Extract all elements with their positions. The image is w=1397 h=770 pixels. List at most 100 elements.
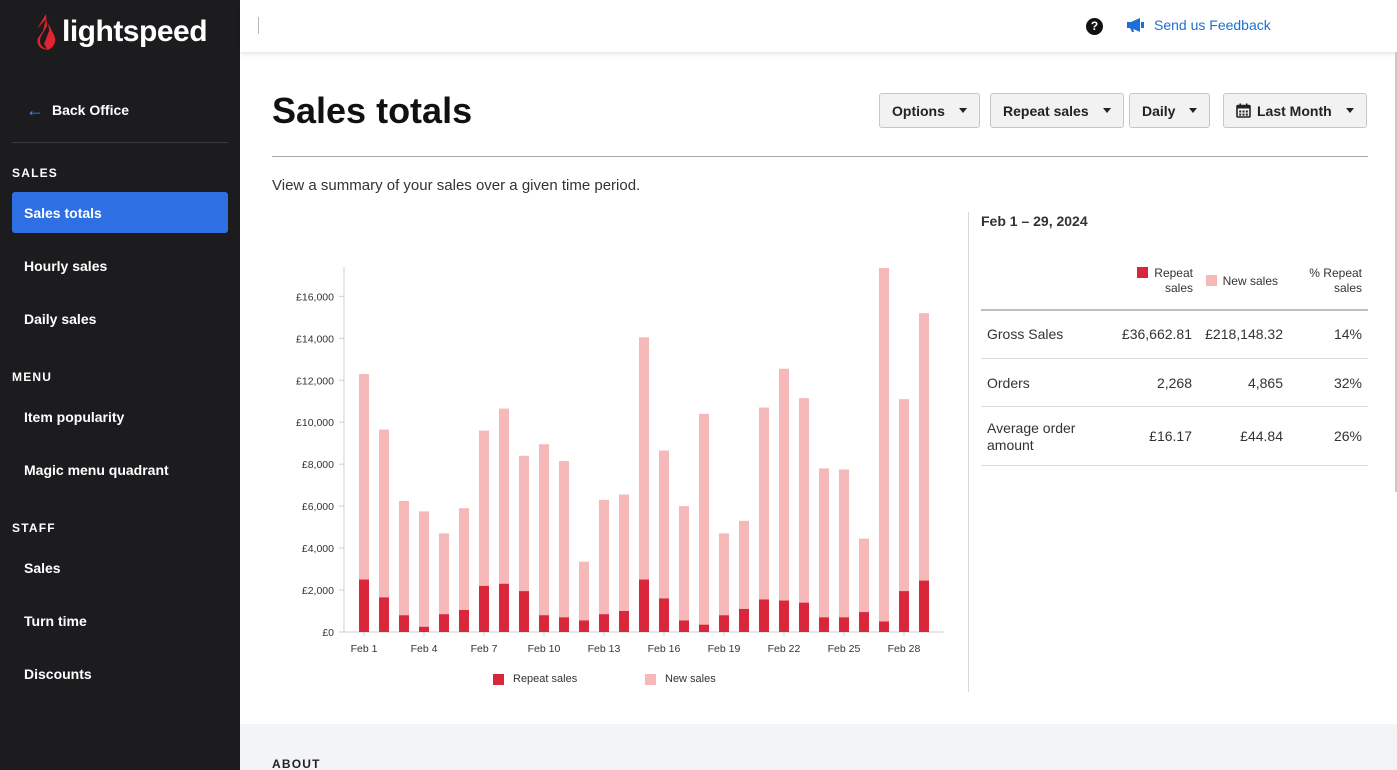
about-section xyxy=(240,724,1397,770)
repeat-sales-swatch xyxy=(1137,267,1149,278)
bar-repeat-sales xyxy=(919,580,929,632)
column-header-pct-repeat: % Repeat sales xyxy=(1292,266,1362,296)
bar-repeat-sales xyxy=(499,583,509,632)
caret-down-icon xyxy=(958,108,967,113)
bar-repeat-sales xyxy=(479,585,489,632)
bar-repeat-sales xyxy=(579,620,589,632)
bar-new-sales xyxy=(739,520,749,609)
legend-item-repeat-sales[interactable]: Repeat sales xyxy=(493,673,577,685)
header-text: sales xyxy=(1164,281,1193,295)
row-label-average-order: Average order amount xyxy=(987,420,1075,454)
bar-new-sales xyxy=(539,444,549,616)
bar-repeat-sales xyxy=(899,591,909,632)
header-divider xyxy=(272,156,1368,157)
bar-repeat-sales xyxy=(819,617,829,632)
send-feedback-link[interactable]: Send us Feedback xyxy=(1126,17,1271,33)
options-label: Options xyxy=(892,102,945,119)
bar-new-sales xyxy=(659,450,669,599)
sidebar-item-item-popularity[interactable]: Item popularity xyxy=(24,408,125,425)
caret-down-icon xyxy=(1102,108,1111,113)
sidebar-item-hourly-sales[interactable]: Hourly sales xyxy=(24,257,108,274)
bar-new-sales xyxy=(819,468,829,618)
bar-repeat-sales xyxy=(459,609,469,632)
cell-orders-repeat: 2,268 xyxy=(1156,375,1192,391)
bar-repeat-sales xyxy=(519,591,529,632)
y-tick-label: £8,000 xyxy=(302,459,334,471)
y-tick-label: £6,000 xyxy=(302,501,334,513)
lightspeed-logo[interactable]: lightspeed xyxy=(34,12,208,52)
bar-repeat-sales xyxy=(539,615,549,632)
bar-repeat-sales xyxy=(759,599,769,632)
bar-new-sales xyxy=(379,429,389,598)
x-tick-label: Feb 1 xyxy=(351,643,378,655)
about-heading: ABOUT xyxy=(272,757,321,770)
new-sales-swatch xyxy=(645,673,656,685)
bar-new-sales xyxy=(599,499,609,615)
brand-name: lightspeed xyxy=(62,15,208,48)
bar-repeat-sales xyxy=(719,615,729,632)
bar-new-sales xyxy=(859,538,869,613)
calendar-icon xyxy=(1236,103,1251,118)
cell-gross-new: £218,148.32 xyxy=(1205,326,1283,342)
x-tick-label: Feb 22 xyxy=(768,643,801,655)
interval-label: Daily xyxy=(1142,102,1176,119)
y-tick-label: £14,000 xyxy=(296,333,334,345)
sales-totals-chart: £0 £2,000 £4,000 £6,000 £8,000 £10,000 £12,000… xyxy=(296,267,944,655)
sidebar-item-magic-menu-quadrant[interactable]: Magic menu quadrant xyxy=(24,461,169,478)
section-title-menu: MENU xyxy=(12,370,53,384)
bar-new-sales xyxy=(879,268,889,622)
bar-new-sales xyxy=(519,455,529,592)
date-range-dropdown[interactable]: Last Month xyxy=(1223,93,1367,128)
flame-logo-icon xyxy=(37,14,56,50)
bar-new-sales xyxy=(759,407,769,600)
bar-repeat-sales xyxy=(359,579,369,632)
legend-item-new-sales[interactable]: New sales xyxy=(645,673,716,685)
sales-mode-label: Repeat sales xyxy=(1003,102,1089,119)
cell-aov-pct: 26% xyxy=(1333,428,1362,444)
x-tick-label: Feb 19 xyxy=(708,643,741,655)
sidebar-item-sales-totals[interactable]: Sales totals xyxy=(12,192,228,233)
cell-orders-new: 4,865 xyxy=(1247,375,1283,391)
bar-new-sales xyxy=(719,533,729,616)
cell-orders-pct: 32% xyxy=(1333,375,1362,391)
bar-new-sales xyxy=(639,337,649,580)
bar-new-sales xyxy=(439,533,449,615)
y-tick-label: £10,000 xyxy=(296,417,334,429)
scrollbar[interactable] xyxy=(1395,52,1397,492)
row-divider xyxy=(981,406,1368,407)
x-tick-label: Feb 28 xyxy=(888,643,921,655)
interval-dropdown[interactable]: Daily xyxy=(1129,93,1211,128)
help-icon[interactable]: ? xyxy=(1086,18,1103,35)
bar-new-sales xyxy=(579,561,589,621)
y-tick-label: £16,000 xyxy=(296,291,334,303)
panel-divider xyxy=(968,212,969,692)
bar-repeat-sales xyxy=(639,579,649,632)
caret-down-icon xyxy=(1189,108,1198,113)
sidebar-item-daily-sales[interactable]: Daily sales xyxy=(24,310,97,327)
sidebar-item-turn-time[interactable]: Turn time xyxy=(24,612,87,629)
row-divider xyxy=(981,465,1368,466)
cell-aov-new: £44.84 xyxy=(1240,428,1283,444)
bar-new-sales xyxy=(399,500,409,616)
sidebar-item-discounts[interactable]: Discounts xyxy=(24,665,92,682)
sales-mode-dropdown[interactable]: Repeat sales xyxy=(990,93,1124,128)
repeat-sales-swatch xyxy=(493,673,504,685)
back-office-link[interactable]: ← Back Office xyxy=(26,100,129,120)
sidebar-item-staff-sales[interactable]: Sales xyxy=(24,559,61,576)
x-tick-label: Feb 13 xyxy=(588,643,621,655)
back-office-label: Back Office xyxy=(52,102,130,118)
caret-down-icon xyxy=(1345,108,1354,113)
header-text: sales xyxy=(1333,281,1362,295)
header-text: Repeat xyxy=(1154,266,1193,280)
new-sales-swatch xyxy=(1205,275,1217,286)
x-tick-label: Feb 25 xyxy=(828,643,861,655)
table-header-rule xyxy=(981,309,1368,311)
bar-new-sales xyxy=(499,408,509,584)
options-dropdown[interactable]: Options xyxy=(879,93,980,128)
y-tick-label: £12,000 xyxy=(296,375,334,387)
label-line: amount xyxy=(987,437,1034,453)
megaphone-icon xyxy=(1127,18,1144,32)
bar-repeat-sales xyxy=(799,602,809,632)
bar-repeat-sales xyxy=(619,611,629,632)
x-tick-label: Feb 7 xyxy=(471,643,498,655)
